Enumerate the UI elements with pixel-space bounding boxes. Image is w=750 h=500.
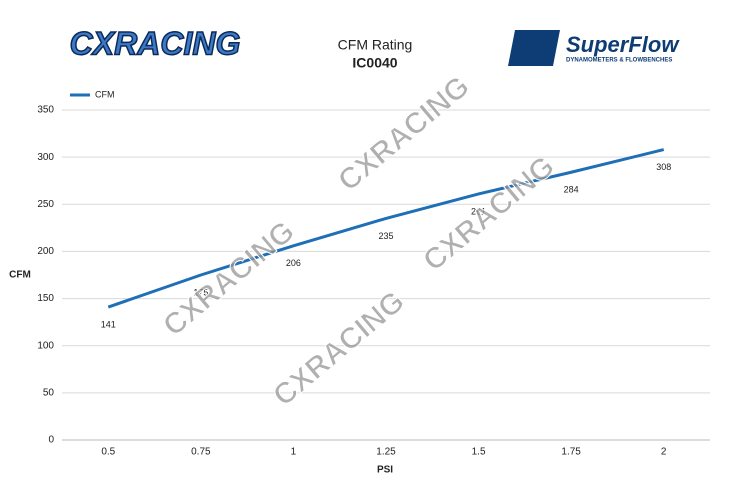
x-tick-label: 1 — [291, 447, 297, 458]
x-tick-label: 0.5 — [101, 447, 115, 458]
left-logo: CXRACING — [70, 25, 241, 61]
y-tick-label: 150 — [37, 293, 54, 304]
x-tick-label: 0.75 — [191, 447, 211, 458]
x-tick-label: 1.75 — [561, 447, 581, 458]
x-axis-title: PSI — [377, 465, 393, 476]
data-label: 175 — [193, 287, 208, 297]
data-label: 284 — [564, 185, 579, 195]
x-tick-label: 1.25 — [376, 447, 396, 458]
legend-label: CFM — [95, 89, 115, 99]
y-tick-label: 250 — [37, 199, 54, 210]
right-logo-tagline: DYNAMOMETERS & FLOWBENCHES — [566, 58, 672, 64]
y-tick-label: 50 — [43, 387, 55, 398]
data-label: 261 — [471, 206, 486, 216]
x-tick-label: 1.5 — [472, 447, 486, 458]
y-tick-label: 100 — [37, 340, 54, 351]
y-tick-label: 300 — [37, 152, 54, 163]
right-logo: SuperFlow — [566, 32, 680, 57]
logo-shape — [508, 30, 560, 66]
data-label: 206 — [286, 258, 301, 268]
chart-subtitle: IC0040 — [352, 55, 397, 71]
y-tick-label: 200 — [37, 246, 54, 257]
data-label: 235 — [378, 231, 393, 241]
chart-title: CFM Rating — [338, 37, 413, 53]
data-label: 308 — [656, 162, 671, 172]
series-line — [107, 148, 665, 309]
y-tick-label: 350 — [37, 105, 54, 116]
y-tick-label: 0 — [48, 435, 54, 446]
y-axis-title: CFM — [9, 270, 31, 281]
x-tick-label: 2 — [661, 447, 667, 458]
data-label: 141 — [101, 319, 116, 329]
